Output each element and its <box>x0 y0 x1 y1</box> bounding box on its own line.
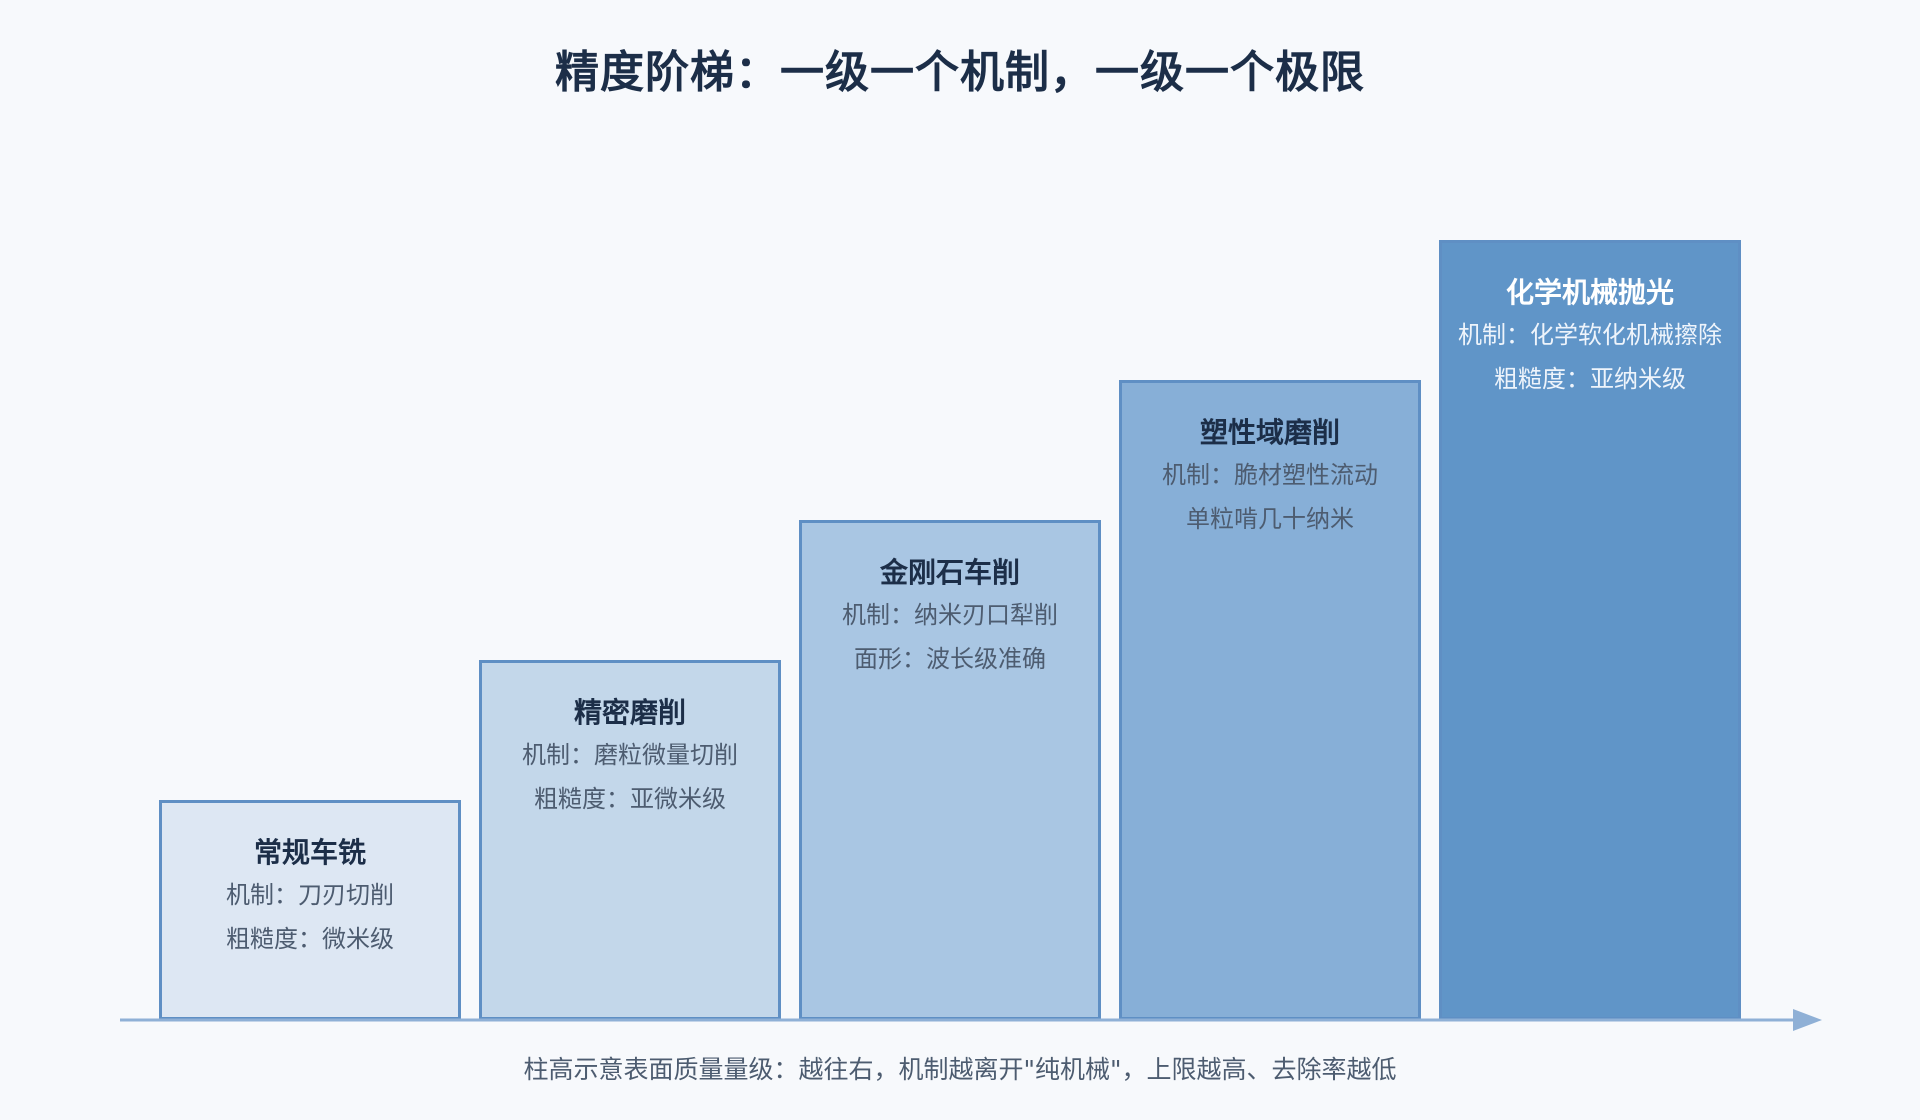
step-name: 精密磨削 <box>573 696 686 729</box>
step-detail: 粗糙度：亚微米级 <box>534 785 726 813</box>
step-mechanism: 机制：磨粒微量切削 <box>522 741 738 769</box>
arrow-head-icon <box>1793 1009 1822 1031</box>
step-mechanism: 机制：化学软化机械擦除 <box>1458 321 1722 349</box>
step-diamond-turning: 金刚石车削 机制：纳米刃口犁削 面形：波长级准确 <box>799 520 1101 1020</box>
step-mechanism: 机制：刀刃切削 <box>226 881 394 909</box>
diagram-caption: 柱高示意表面质量量级：越往右，机制越离开"纯机械"，上限越高、去除率越低 <box>523 1055 1397 1084</box>
step-name: 常规车铣 <box>253 836 366 869</box>
diagram-title: 精度阶梯：一级一个机制，一级一个极限 <box>555 47 1365 98</box>
step-detail: 粗糙度：微米级 <box>226 925 394 953</box>
step-detail: 粗糙度：亚纳米级 <box>1494 365 1686 393</box>
step-detail: 面形：波长级准确 <box>854 645 1046 673</box>
step-detail: 单粒啃几十纳米 <box>1186 505 1354 533</box>
step-precision-grinding: 精密磨削 机制：磨粒微量切削 粗糙度：亚微米级 <box>479 660 781 1020</box>
step-name: 塑性域磨削 <box>1199 416 1340 449</box>
step-name: 化学机械抛光 <box>1505 276 1674 309</box>
step-conventional-machining: 常规车铣 机制：刀刃切削 粗糙度：微米级 <box>159 800 461 1020</box>
step-mechanism: 机制：脆材塑性流动 <box>1162 461 1378 489</box>
step-name: 金刚石车削 <box>879 556 1020 589</box>
step-mechanism: 机制：纳米刃口犁削 <box>842 601 1058 629</box>
